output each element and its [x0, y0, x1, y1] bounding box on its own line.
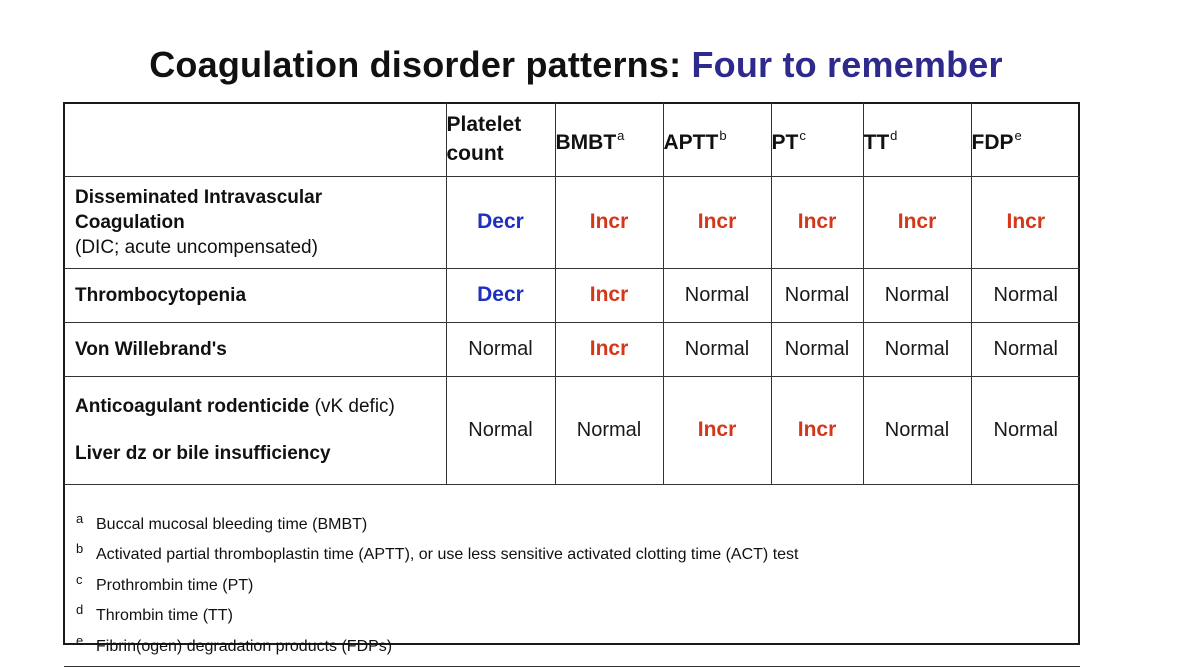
value-cell: Decr	[445, 267, 556, 323]
footnote-text: Buccal mucosal bleeding time (BMBT)	[96, 515, 368, 533]
row-label-dic: Disseminated Intravascular Coagulation (…	[64, 175, 447, 269]
value-cell: Incr	[554, 175, 664, 269]
row-label-rodenticide-liver: Anticoagulant rodenticide (vK defic) Liv…	[64, 375, 447, 485]
row-label-bold: Anticoagulant rodenticide	[75, 396, 310, 417]
table-row: Anticoagulant rodenticide (vK defic) Liv…	[64, 375, 1080, 485]
footnote-marker: a	[617, 128, 625, 144]
value-cell: Normal	[445, 375, 556, 485]
value-cell: Normal	[662, 321, 772, 377]
footnote: c Prothrombin time (PT)	[76, 568, 1080, 599]
header-platelet-count: Platelet count	[445, 103, 556, 177]
row-label-line: Coagulation	[75, 211, 185, 233]
table-frame: Platelet count BMBTa APTTb PTc TTd FDPe …	[63, 102, 1080, 667]
header-bmbt: BMBTa	[554, 103, 664, 177]
value-cell: Normal	[970, 375, 1080, 485]
header-label: Platelet count	[446, 113, 522, 166]
value-cell: Incr	[970, 175, 1080, 269]
value-cell: Incr	[554, 321, 664, 377]
value-cell: Normal	[862, 267, 972, 323]
header-label: BMBT	[555, 131, 617, 155]
footnotes-row: a Buccal mucosal bleeding time (BMBT) b Ac…	[64, 483, 1080, 667]
row-label-line: Anticoagulant rodenticide (vK defic)	[75, 394, 446, 419]
header-fdp: FDPe	[970, 103, 1080, 177]
table-row: Thrombocytopenia Decr Incr Normal Normal…	[64, 267, 1080, 323]
footnote-mark: e	[76, 632, 84, 648]
row-label-rest: (vK defic)	[309, 396, 395, 417]
footnote-text: Thrombin time (TT)	[96, 607, 233, 624]
value-cell: Normal	[770, 321, 864, 377]
row-label-von-willebrands: Von Willebrand's	[64, 321, 447, 377]
row-label-line: Disseminated Intravascular	[75, 186, 323, 208]
value-cell: Normal	[970, 267, 1080, 323]
footnote: b Activated partial thromboplastin time (…	[76, 537, 1080, 568]
value-cell: Normal	[554, 375, 664, 485]
row-label-sub: (DIC; acute uncompensated)	[75, 236, 318, 258]
header-row: Platelet count BMBTa APTTb PTc TTd FDPe	[64, 103, 1080, 177]
value-cell: Incr	[770, 175, 864, 269]
header-pt: PTc	[770, 103, 864, 177]
footnote-text: Activated partial thromboplastin time (A…	[96, 546, 799, 563]
value-cell: Incr	[770, 375, 864, 485]
footnote-mark: c	[76, 571, 83, 587]
value-cell: Normal	[970, 321, 1080, 377]
row-label-spacer	[75, 419, 446, 441]
page-title: Coagulation disorder patterns: Four to r…	[0, 44, 1152, 86]
value-cell: Incr	[662, 175, 772, 269]
row-label-line: Liver dz or bile insufficiency	[75, 443, 331, 464]
row-label-line: Von Willebrand's	[75, 338, 227, 360]
table-row: Disseminated Intravascular Coagulation (…	[64, 175, 1080, 269]
value-cell: Normal	[770, 267, 864, 323]
value-cell: Normal	[862, 375, 972, 485]
footnote-mark: b	[76, 541, 84, 556]
footnote: d Thrombin time (TT)	[76, 598, 1080, 629]
footnote-text: Fibrin(ogen) degradation products (FDPs)	[96, 637, 393, 655]
row-label-thrombocytopenia: Thrombocytopenia	[64, 267, 447, 323]
value-cell: Incr	[662, 375, 772, 485]
footnotes: a Buccal mucosal bleeding time (BMBT) b Ac…	[64, 483, 1080, 667]
header-tt: TTd	[862, 103, 972, 177]
value-cell: Normal	[862, 321, 972, 377]
header-label: PT	[771, 131, 799, 155]
footnote-marker: d	[890, 128, 898, 144]
header-label: APTT	[663, 131, 719, 155]
header-label: TT	[863, 131, 890, 155]
footnote-mark: d	[76, 602, 84, 617]
footnote-mark: a	[76, 510, 84, 526]
value-cell: Normal	[445, 321, 556, 377]
row-label-line: Thrombocytopenia	[75, 284, 247, 306]
footnote-marker: c	[799, 128, 806, 144]
header-label: FDP	[971, 131, 1014, 155]
footnote-marker: e	[1014, 128, 1022, 144]
value-cell: Decr	[445, 175, 556, 269]
footnote-text: Prothrombin time (PT)	[96, 576, 254, 594]
header-empty	[64, 103, 447, 177]
value-cell: Incr	[554, 267, 664, 323]
coagulation-table: Platelet count BMBTa APTTb PTc TTd FDPe …	[64, 103, 1080, 667]
title-main: Coagulation disorder patterns:	[149, 44, 682, 85]
footnote: a Buccal mucosal bleeding time (BMBT)	[76, 507, 1080, 538]
footnote: e Fibrin(ogen) degradation products (FDPs…	[76, 629, 1080, 660]
title-accent: Four to remember	[691, 44, 1003, 85]
value-cell: Normal	[662, 267, 772, 323]
footnote-marker: b	[719, 128, 727, 144]
header-aptt: APTTb	[662, 103, 772, 177]
value-cell: Incr	[862, 175, 972, 269]
table-row: Von Willebrand's Normal Incr Normal Norm…	[64, 321, 1080, 377]
